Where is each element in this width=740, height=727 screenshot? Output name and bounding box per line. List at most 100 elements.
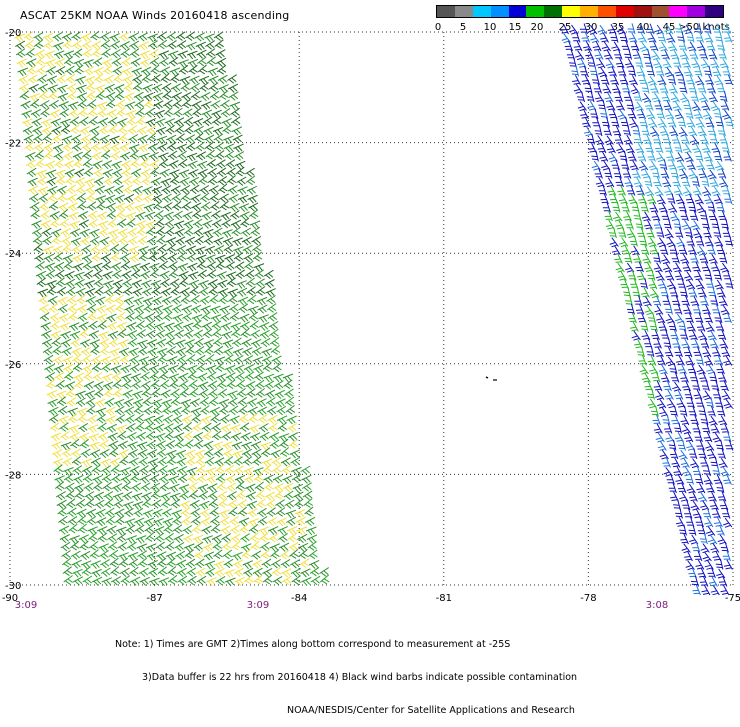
wind-barb <box>202 328 213 339</box>
wind-barbs <box>14 23 734 596</box>
wind-barb <box>222 339 234 349</box>
wind-barb <box>72 576 84 586</box>
wind-barb <box>158 577 170 587</box>
wind-barb <box>186 467 198 476</box>
wind-barb <box>65 286 76 296</box>
wind-barb <box>52 245 63 255</box>
wind-barb <box>63 575 73 585</box>
wind-barb <box>173 220 185 230</box>
wind-barb <box>125 312 135 322</box>
wind-barb <box>90 345 100 355</box>
wind-barb <box>214 356 226 366</box>
wind-barb <box>60 338 72 348</box>
wind-barb <box>235 379 246 390</box>
wind-barb <box>680 415 690 426</box>
wind-barb <box>259 541 270 552</box>
wind-barb <box>180 185 191 195</box>
wind-barb <box>671 252 680 264</box>
wind-barb <box>698 405 707 417</box>
wind-barb <box>137 448 148 459</box>
wind-barb <box>590 33 600 43</box>
wind-barb <box>58 525 70 535</box>
wind-barb <box>249 220 261 230</box>
wind-barb <box>700 414 709 426</box>
wind-barb <box>646 23 655 35</box>
wind-barb <box>275 398 286 408</box>
wind-barb <box>187 370 197 381</box>
wind-barb <box>59 218 70 228</box>
wind-barb <box>146 440 157 450</box>
wind-barb <box>297 542 309 552</box>
wind-barb <box>78 107 88 118</box>
legend-swatch <box>562 6 580 17</box>
wind-barb <box>715 558 724 570</box>
wind-barb <box>176 354 187 365</box>
wind-barb <box>65 175 75 185</box>
footer-notes: Note: 1) Times are GMT 2)Times along bot… <box>115 617 577 727</box>
wind-barb <box>74 489 85 500</box>
wind-barb <box>108 229 119 238</box>
wind-barb <box>624 252 633 264</box>
wind-barb <box>708 576 718 587</box>
wind-barb <box>221 322 232 332</box>
wind-barb <box>27 74 38 84</box>
wind-barb <box>202 542 214 552</box>
wind-barb <box>80 346 91 357</box>
wind-barb <box>151 83 163 93</box>
wind-barb <box>666 151 675 162</box>
wind-barb <box>141 491 152 501</box>
wind-barb <box>174 228 185 238</box>
wind-barb <box>260 337 271 348</box>
wind-barb <box>593 82 602 94</box>
wind-barb <box>98 227 109 237</box>
wind-barb <box>158 158 169 169</box>
wind-barb <box>229 202 240 212</box>
wind-barb <box>184 549 195 560</box>
wind-barb <box>84 178 96 187</box>
wind-barb <box>40 219 52 229</box>
wind-barb <box>677 482 687 494</box>
wind-barb <box>279 447 290 457</box>
wind-barb <box>140 371 150 382</box>
wind-barb <box>108 337 119 348</box>
wind-barb <box>120 467 131 476</box>
wind-barb <box>267 312 278 322</box>
wind-barb <box>627 303 635 315</box>
wind-barb <box>665 313 675 324</box>
wind-barb <box>719 252 728 264</box>
wind-barb <box>152 92 164 102</box>
wind-barb <box>692 584 701 596</box>
wind-barb <box>722 227 731 239</box>
wind-barb <box>231 226 241 237</box>
wind-barb <box>248 202 259 212</box>
wind-barb <box>47 398 58 408</box>
wind-barb <box>243 466 254 476</box>
wind-barb <box>637 151 647 162</box>
wind-barb <box>65 489 75 500</box>
wind-barb <box>93 176 104 186</box>
wind-barb <box>61 550 71 560</box>
wind-barb <box>160 178 172 187</box>
wind-barb <box>38 90 49 101</box>
wind-barb <box>51 126 62 136</box>
wind-barb <box>207 483 218 493</box>
wind-barb <box>631 330 641 341</box>
wind-barb <box>196 160 208 170</box>
wind-barb <box>184 439 194 449</box>
wind-barb <box>109 457 121 467</box>
wind-barb <box>231 337 242 347</box>
wind-barb <box>151 499 162 509</box>
wind-barb <box>165 337 176 347</box>
wind-barb <box>718 125 726 137</box>
wind-barb <box>85 397 96 407</box>
wind-barb <box>63 473 74 483</box>
wind-barb <box>156 448 167 458</box>
wind-barb <box>270 345 281 355</box>
wind-barb <box>207 67 219 77</box>
wind-barb <box>660 168 670 179</box>
wind-barb <box>76 294 86 305</box>
wind-barb <box>173 321 184 331</box>
wind-barb <box>165 237 177 246</box>
wind-barb <box>234 160 246 170</box>
wind-barb <box>103 74 114 85</box>
